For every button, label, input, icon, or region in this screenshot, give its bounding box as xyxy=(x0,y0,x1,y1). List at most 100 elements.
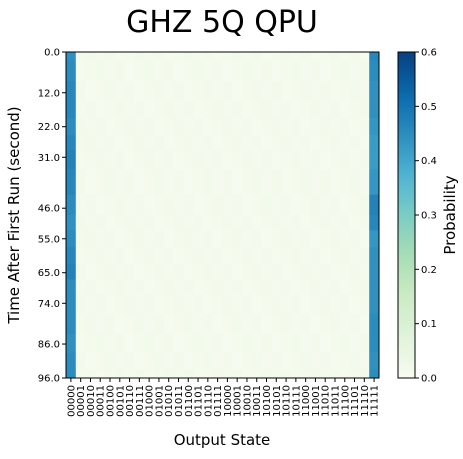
heatmap-cell xyxy=(349,294,360,314)
heatmap-cell xyxy=(271,101,282,119)
heatmap-cell xyxy=(359,352,370,370)
heatmap-cell xyxy=(66,369,77,379)
heatmap-cell xyxy=(154,247,165,265)
heatmap-cell xyxy=(193,60,204,82)
heatmap-cell xyxy=(349,52,360,61)
heatmap-cell xyxy=(75,294,86,314)
heatmap-cell xyxy=(75,169,86,196)
heatmap-cell xyxy=(369,352,380,370)
heatmap-cell xyxy=(154,194,165,216)
heatmap-cell xyxy=(281,101,292,119)
heatmap-cell xyxy=(144,369,155,379)
heatmap-cell xyxy=(105,215,116,231)
heatmap-cell xyxy=(339,279,351,296)
heatmap-cell xyxy=(281,52,292,61)
heatmap-cell xyxy=(222,215,233,231)
heatmap-cell xyxy=(232,135,243,151)
heatmap-cell xyxy=(251,52,263,61)
heatmap-cell xyxy=(193,247,204,265)
heatmap-cell xyxy=(95,118,106,136)
heatmap-cell xyxy=(114,369,126,379)
heatmap-cell xyxy=(66,150,77,170)
heatmap-cell xyxy=(359,247,370,265)
heatmap-cell xyxy=(320,150,331,170)
heatmap-cell xyxy=(212,313,223,335)
heatmap-cell xyxy=(349,169,360,196)
heatmap-cell xyxy=(144,150,155,170)
heatmap-cell xyxy=(212,215,223,231)
heatmap-cell xyxy=(85,101,96,119)
heatmap-cell xyxy=(163,369,174,379)
heatmap-cell xyxy=(251,135,263,151)
heatmap-cell xyxy=(105,369,116,379)
heatmap-cell xyxy=(85,215,96,231)
heatmap-cell xyxy=(349,352,360,370)
heatmap-cell xyxy=(183,80,194,102)
heatmap-cell xyxy=(163,60,174,82)
heatmap-cell xyxy=(173,194,184,216)
heatmap-cell xyxy=(202,294,214,314)
heatmap-cell xyxy=(173,52,184,61)
heatmap-cell xyxy=(290,215,302,231)
heatmap-cell xyxy=(222,60,233,82)
heatmap-cell xyxy=(261,169,272,196)
heatmap-cell xyxy=(339,264,351,280)
heatmap-cell xyxy=(193,80,204,102)
heatmap-cell xyxy=(66,333,77,353)
heatmap-cell xyxy=(114,352,126,370)
heatmap-cell xyxy=(183,247,194,265)
heatmap-cell xyxy=(281,294,292,314)
heatmap-cell xyxy=(105,264,116,280)
heatmap-cell xyxy=(251,194,263,216)
heatmap-cell xyxy=(193,230,204,248)
heatmap-cell xyxy=(124,80,135,102)
heatmap-cell xyxy=(95,294,106,314)
heatmap-cell xyxy=(242,313,253,335)
heatmap-cell xyxy=(359,169,370,196)
heatmap-cell xyxy=(290,247,302,265)
heatmap-cell xyxy=(290,313,302,335)
heatmap-cell xyxy=(330,194,341,216)
heatmap-cell xyxy=(281,333,292,353)
heatmap-cell xyxy=(339,80,351,102)
heatmap-cell xyxy=(290,169,302,196)
heatmap-cell xyxy=(251,60,263,82)
heatmap-cell xyxy=(134,215,145,231)
heatmap-cell xyxy=(154,150,165,170)
heatmap-cell xyxy=(134,169,145,196)
chart-title: GHZ 5Q QPU xyxy=(126,5,318,40)
heatmap-cell xyxy=(369,80,380,102)
heatmap-cell xyxy=(134,52,145,61)
heatmap-cell xyxy=(232,279,243,296)
heatmap-cell xyxy=(349,135,360,151)
heatmap-cell xyxy=(134,333,145,353)
heatmap-cell xyxy=(105,294,116,314)
plot-frame xyxy=(65,51,380,379)
heatmap-cell xyxy=(222,264,233,280)
heatmap-cell xyxy=(339,215,351,231)
x-tick-label: 00110 xyxy=(125,385,136,417)
heatmap-cell xyxy=(349,215,360,231)
heatmap-cell xyxy=(85,150,96,170)
heatmap-cell xyxy=(310,279,321,296)
heatmap-cell xyxy=(320,101,331,119)
heatmap-cell xyxy=(339,230,351,248)
heatmap-cell xyxy=(154,369,165,379)
heatmap-cell xyxy=(144,230,155,248)
heatmap-cell xyxy=(359,313,370,335)
heatmap-cell xyxy=(222,169,233,196)
heatmap-cell xyxy=(281,118,292,136)
heatmap-cell xyxy=(232,118,243,136)
heatmap-cell xyxy=(320,279,331,296)
heatmap-cell xyxy=(261,294,272,314)
heatmap-cell xyxy=(369,135,380,151)
heatmap-cell xyxy=(95,313,106,335)
heatmap-cell xyxy=(271,230,282,248)
heatmap-cell xyxy=(212,294,223,314)
heatmap-cell xyxy=(202,80,214,102)
heatmap-cell xyxy=(320,194,331,216)
heatmap-cell xyxy=(183,52,194,61)
heatmap-cell xyxy=(173,247,184,265)
heatmap-cell xyxy=(320,313,331,335)
heatmap-cell xyxy=(95,52,106,61)
